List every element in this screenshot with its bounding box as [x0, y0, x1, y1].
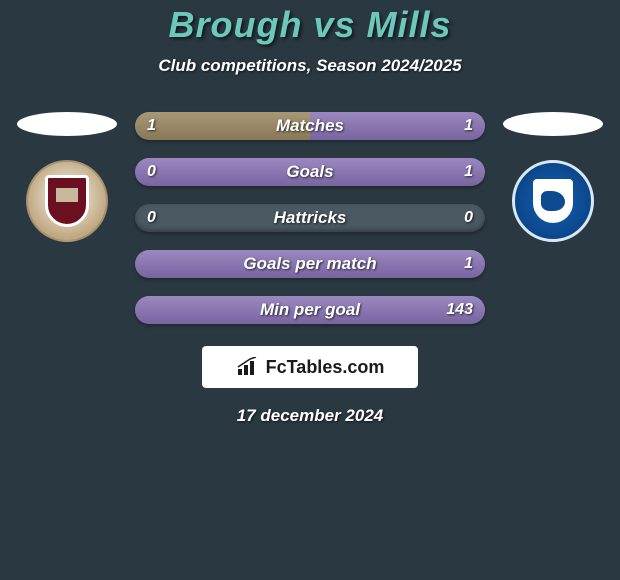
stat-value-right: 1: [464, 255, 473, 273]
stat-label: Matches: [276, 116, 344, 136]
stat-value-left: 0: [147, 163, 156, 181]
fctables-logo[interactable]: FcTables.com: [202, 346, 418, 388]
stat-row: 0 Goals 1: [135, 158, 485, 186]
subtitle: Club competitions, Season 2024/2025: [0, 56, 620, 76]
stat-label: Min per goal: [260, 300, 360, 320]
stat-row: Min per goal 143: [135, 296, 485, 324]
right-player-placeholder: [503, 112, 603, 136]
left-crest-emblem: [56, 188, 78, 202]
right-team-crest: [512, 160, 594, 242]
left-player-placeholder: [17, 112, 117, 136]
left-crest-shield: [45, 175, 89, 227]
container: Brough vs Mills Club competitions, Seaso…: [0, 0, 620, 426]
chart-icon: [236, 357, 260, 377]
stat-value-left: 1: [147, 117, 156, 135]
stat-value-right: 1: [464, 163, 473, 181]
footer: FcTables.com 17 december 2024: [0, 346, 620, 426]
stat-value-right: 1: [464, 117, 473, 135]
stat-row: Goals per match 1: [135, 250, 485, 278]
stat-label: Goals per match: [243, 254, 376, 274]
right-column: [503, 112, 603, 242]
stats-list: 1 Matches 1 0 Goals 1 0 Hattricks 0 Goals per mat…: [135, 112, 485, 324]
date-label: 17 december 2024: [237, 406, 384, 426]
stat-value-left: 0: [147, 209, 156, 227]
stat-row: 1 Matches 1: [135, 112, 485, 140]
left-column: [17, 112, 117, 242]
page-title: Brough vs Mills: [0, 4, 620, 46]
stat-label: Goals: [286, 162, 333, 182]
stat-label: Hattricks: [274, 208, 347, 228]
main-area: 1 Matches 1 0 Goals 1 0 Hattricks 0 Goals per mat…: [0, 112, 620, 324]
left-team-crest: [26, 160, 108, 242]
logo-text: FcTables.com: [266, 357, 385, 378]
stat-value-right: 143: [446, 301, 473, 319]
right-crest-emblem: [541, 191, 565, 211]
stat-row: 0 Hattricks 0: [135, 204, 485, 232]
right-crest-shield: [533, 179, 573, 223]
stat-value-right: 0: [464, 209, 473, 227]
